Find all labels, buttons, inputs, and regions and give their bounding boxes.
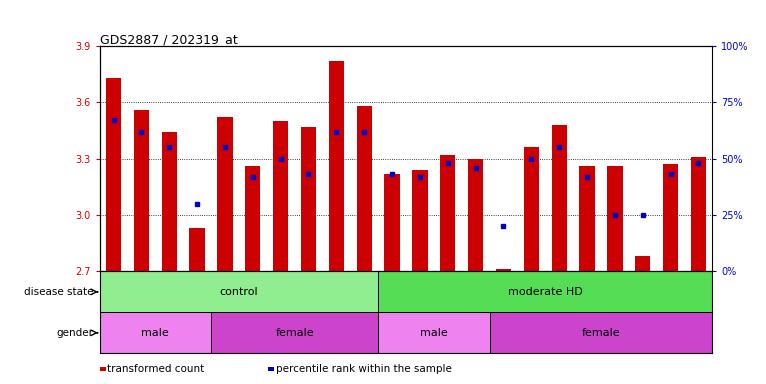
Bar bbox=[211, 312, 378, 353]
Bar bbox=[691, 157, 706, 271]
Text: female: female bbox=[581, 328, 620, 338]
Bar bbox=[273, 121, 288, 271]
Text: female: female bbox=[275, 328, 314, 338]
Bar bbox=[440, 155, 456, 271]
Bar bbox=[468, 159, 483, 271]
Text: gender: gender bbox=[57, 328, 93, 338]
Bar bbox=[134, 110, 149, 271]
Bar bbox=[100, 312, 211, 353]
Text: moderate HD: moderate HD bbox=[508, 287, 583, 297]
Bar bbox=[496, 270, 511, 271]
Text: male: male bbox=[420, 328, 447, 338]
Bar bbox=[489, 312, 712, 353]
Bar bbox=[378, 271, 712, 312]
Bar bbox=[162, 132, 177, 271]
Bar bbox=[245, 166, 260, 271]
Text: control: control bbox=[220, 287, 258, 297]
Bar bbox=[106, 78, 121, 271]
Text: GDS2887 / 202319_at: GDS2887 / 202319_at bbox=[100, 33, 237, 46]
Bar bbox=[579, 166, 594, 271]
Bar bbox=[635, 257, 650, 271]
Bar bbox=[301, 127, 316, 271]
Bar bbox=[524, 147, 539, 271]
Bar bbox=[329, 61, 344, 271]
Bar bbox=[663, 164, 678, 271]
Bar bbox=[607, 166, 623, 271]
Bar bbox=[356, 106, 372, 271]
Bar bbox=[218, 118, 233, 271]
Bar bbox=[412, 170, 427, 271]
Bar bbox=[552, 125, 567, 271]
Text: transformed count: transformed count bbox=[107, 364, 205, 374]
Bar bbox=[100, 271, 378, 312]
Bar bbox=[378, 312, 489, 353]
Text: percentile rank within the sample: percentile rank within the sample bbox=[276, 364, 452, 374]
Bar bbox=[189, 228, 205, 271]
Bar bbox=[385, 174, 400, 271]
Text: disease state: disease state bbox=[24, 287, 93, 297]
Text: male: male bbox=[142, 328, 169, 338]
